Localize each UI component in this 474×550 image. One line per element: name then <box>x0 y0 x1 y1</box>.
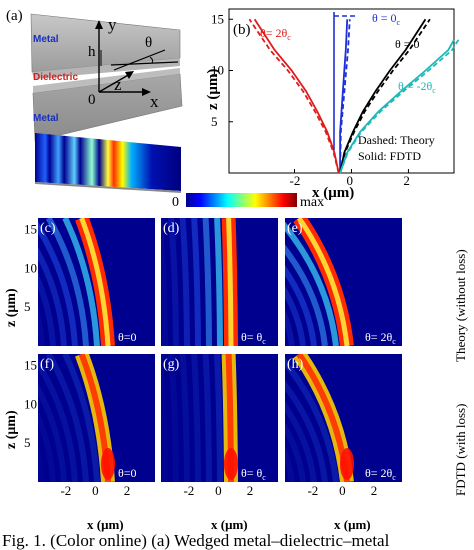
map-letter: (c) <box>40 221 56 236</box>
maps-xlabel-1: x (μm) <box>87 517 124 532</box>
field-map-h: (h) θ= 2θc <box>285 354 402 482</box>
annot-theta-minus-2thetac: θ = -2θc <box>398 79 436 95</box>
map-xtick: 0 <box>339 483 346 498</box>
theta-arc <box>149 56 154 64</box>
field-maps: (c) θ=0 15 10 5 (d) θ= θc (e) θ= 2θc (f) θ=0 15 10 5 -… <box>24 218 402 498</box>
y-axis-arrowhead <box>95 20 103 29</box>
theta-label: θ <box>145 35 152 51</box>
panel-b-xlabel: x (μm) <box>312 185 354 201</box>
h-label: h <box>88 44 96 60</box>
metal-top-label: Metal <box>33 34 59 45</box>
panel-b-xtick: 0 <box>346 173 353 188</box>
panel-b-label: (b) <box>233 22 251 38</box>
map-xtick: 0 <box>92 483 99 498</box>
map-letter: (d) <box>163 221 180 236</box>
map-letter: (g) <box>163 357 180 372</box>
map-theta-label: θ= θc <box>241 466 266 482</box>
axis-y-label: y <box>108 15 117 34</box>
row-label-theory: Theory (without loss) <box>453 249 468 362</box>
maps-xlabel-3: x (μm) <box>334 517 371 532</box>
panel-b-xtick: 2 <box>403 173 410 188</box>
origin-label: 0 <box>88 92 96 108</box>
metal-block-bottom-face <box>33 68 180 93</box>
panel-a: (a) Metal Dielectric Metal y x z 0 h θ <box>6 8 183 193</box>
map-theta-label: θ= 2θc <box>365 330 396 346</box>
map-letter: (f) <box>40 357 54 372</box>
field-strip <box>35 133 181 191</box>
z-axis-arrowhead <box>125 71 134 79</box>
curve-dashed-3 <box>339 39 460 174</box>
curve-dashed-0 <box>248 18 340 174</box>
panel-b-ytick: 15 <box>211 11 224 26</box>
axis-x-label: x <box>150 92 159 111</box>
map-ytick: 10 <box>24 396 37 411</box>
figure-caption: Fig. 1. (Color online) (a) Wedged metal–… <box>2 532 390 550</box>
dielectric-label: Dielectric <box>33 72 78 83</box>
map-theta-label: θ=0 <box>118 466 137 480</box>
annot-theta-2thetac: θ= 2θc <box>260 26 291 42</box>
metal-bottom-label: Metal <box>33 113 59 124</box>
wedge-line-2 <box>113 49 166 71</box>
field-map-f: (f) θ=0 <box>38 354 155 482</box>
panel-b-ylabel: z (μm) <box>205 69 221 110</box>
annot-theta-0: θ = 0 <box>395 37 420 51</box>
map-xtick: 2 <box>247 483 254 498</box>
z-axis-arrow <box>98 73 131 93</box>
map-ytick: 10 <box>24 260 37 275</box>
panel-b-ytick: 10 <box>211 63 224 78</box>
panel-b-curves <box>248 12 460 174</box>
legend-solid: Solid: FDTD <box>358 149 421 163</box>
map-ytick: 15 <box>24 222 37 237</box>
field-map-e: (e) θ= 2θc <box>285 218 402 346</box>
wedge-line-1 <box>110 61 179 66</box>
map-theta-label: θ=0 <box>118 330 137 344</box>
map-theta-label: θ= 2θc <box>365 466 396 482</box>
axis-z-label: z <box>114 75 122 94</box>
curve-dashed-2 <box>339 18 431 174</box>
field-map-d: (d) θ= θc <box>161 218 278 346</box>
colorbar: 0 max <box>172 193 324 210</box>
panel-a-label: (a) <box>6 8 23 24</box>
colorbar-max-label: max <box>300 195 324 210</box>
map-letter: (e) <box>287 221 303 236</box>
panel-b-xtick: -2 <box>290 173 301 188</box>
map-xtick: -2 <box>60 483 71 498</box>
map-xtick: 0 <box>215 483 222 498</box>
curve-solid-1 <box>339 19 349 173</box>
maps-ylabel-top: z (μm) <box>4 288 19 327</box>
maps-xlabel-2: x (μm) <box>211 517 248 532</box>
panel-b-ytick: 5 <box>211 114 218 129</box>
field-map-g: (g) θ= θc <box>161 354 278 482</box>
map-xtick: 2 <box>371 483 378 498</box>
map-ytick: 5 <box>24 435 31 450</box>
map-xtick: -2 <box>307 483 318 498</box>
panel-b-ticks: -2 0 2 5 10 15 <box>211 11 410 188</box>
map-xtick: -2 <box>183 483 194 498</box>
field-map-c: (c) θ=0 <box>38 218 155 346</box>
map-letter: (h) <box>287 357 304 372</box>
legend-dashed: Dashed: Theory <box>358 133 435 147</box>
map-theta-label: θ= θc <box>241 330 266 346</box>
map-ytick: 5 <box>24 299 31 314</box>
panel-b: (b) -2 0 2 5 10 15 z (μm) x (μm) Dashed: Theo… <box>205 8 460 201</box>
field-strip-shadow <box>35 182 181 193</box>
maps-ylabel-bottom: z (μm) <box>4 410 19 449</box>
colorbar-min-label: 0 <box>172 195 179 210</box>
map-xtick: 2 <box>124 483 130 498</box>
map-ytick: 15 <box>24 358 37 373</box>
colorbar-gradient <box>186 193 297 207</box>
row-label-fdtd: FDTD (with loss) <box>453 404 468 496</box>
annot-theta-0c: θ = 0c <box>372 11 401 27</box>
x-axis-arrowhead <box>142 88 151 96</box>
map-axes: z (μm) z (μm) x (μm) x (μm) x (μm) Theor… <box>4 249 468 532</box>
